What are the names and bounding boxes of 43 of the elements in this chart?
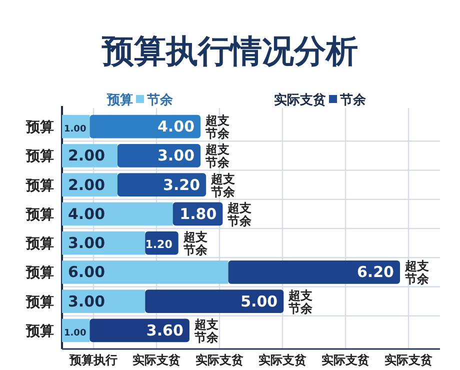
data-label: 1.20 bbox=[145, 238, 173, 252]
y-tick-label: 预算 bbox=[25, 148, 54, 165]
data-label: 1.80 bbox=[180, 204, 217, 223]
annotation: 超支节余 bbox=[182, 230, 208, 258]
legend-label: 实际支贫 bbox=[274, 92, 326, 108]
text: 预算执行 bbox=[68, 353, 118, 367]
y-tick-label: 预算 bbox=[25, 236, 54, 252]
text: 实际支贫 bbox=[322, 353, 370, 367]
title: 预算执行情况分析 bbox=[102, 32, 358, 70]
data-label: 3.20 bbox=[163, 176, 200, 194]
data-label: 6.00 bbox=[68, 263, 106, 282]
text: 实际支贫 bbox=[132, 353, 180, 367]
data-label: 2.00 bbox=[68, 176, 106, 194]
data-label: 3.00 bbox=[158, 146, 195, 165]
data-label: 3.60 bbox=[146, 321, 184, 340]
data-label: 6.20 bbox=[356, 263, 394, 282]
data-label: 3.00 bbox=[68, 292, 106, 310]
annotation: 超支节余 bbox=[204, 142, 231, 170]
text: 实际支贫 bbox=[384, 353, 432, 367]
text: 实际支贫 bbox=[258, 353, 306, 367]
text: 超支节余 bbox=[404, 259, 430, 286]
y-tick-label: 预算 bbox=[25, 323, 54, 340]
annotation: 超支节余 bbox=[288, 288, 314, 316]
annotation: 超支节余 bbox=[226, 200, 253, 228]
data-label: 2.00 bbox=[68, 146, 106, 165]
data-label: 4.00 bbox=[68, 204, 106, 223]
data-label: 3.00 bbox=[68, 234, 106, 252]
y-tick-label: 预算 bbox=[25, 294, 54, 310]
annotation: 超支节余 bbox=[204, 114, 231, 141]
y-tick-label: 预算 bbox=[25, 120, 54, 136]
annotation: 超支节余 bbox=[210, 172, 236, 199]
data-label: 5.00 bbox=[240, 292, 278, 310]
annotation: 节余 bbox=[339, 93, 367, 108]
data-label: 1.00 bbox=[64, 124, 86, 135]
y-tick-label: 预算 bbox=[25, 206, 54, 223]
y-tick-label: 预算 bbox=[25, 265, 54, 282]
annotation: 超支节余 bbox=[193, 317, 220, 344]
legend-label: 预算 bbox=[106, 93, 133, 108]
text: 实际支贫 bbox=[196, 353, 244, 367]
data-label: 1.00 bbox=[64, 328, 86, 338]
y-tick-label: 预算 bbox=[25, 178, 54, 194]
annotation: 节余 bbox=[146, 93, 174, 108]
data-label: 4.00 bbox=[158, 118, 195, 136]
